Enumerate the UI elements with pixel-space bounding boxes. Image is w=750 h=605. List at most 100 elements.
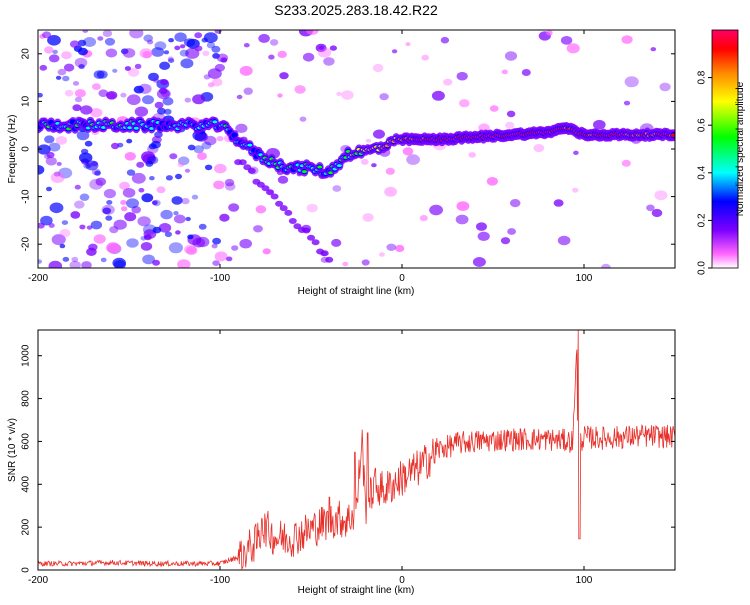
noise-blob <box>153 78 159 83</box>
noise-blob <box>81 261 92 268</box>
noise-blob <box>459 99 470 108</box>
colorbar-tick-label: 0.8 <box>697 70 708 84</box>
noise-blob <box>61 51 72 60</box>
noise-blob <box>64 89 74 97</box>
noise-blob <box>219 213 230 222</box>
noise-blob <box>86 225 93 230</box>
noise-blob <box>59 229 71 238</box>
noise-blob <box>174 45 181 51</box>
noise-blob <box>235 123 248 133</box>
noise-blob <box>277 93 283 98</box>
ridge-core <box>247 143 253 147</box>
noise-blob <box>184 97 191 103</box>
noise-blob <box>593 119 606 130</box>
noise-blob <box>187 144 196 151</box>
noise-blob <box>122 188 136 198</box>
noise-blob <box>159 87 168 95</box>
noise-blob <box>323 57 335 66</box>
colorbar-tick-label: 0.4 <box>697 165 708 179</box>
noise-blob <box>38 92 43 98</box>
noise-blob <box>47 35 61 46</box>
noise-blob <box>134 106 149 117</box>
noise-blob <box>102 207 112 215</box>
secondary-trace-blob <box>325 256 334 263</box>
noise-blob <box>197 152 207 161</box>
noise-blob <box>129 30 144 39</box>
noise-blob <box>211 45 221 53</box>
noise-blob <box>142 95 154 105</box>
noise-blob <box>379 93 389 101</box>
colorbar-label: Normalized spectral amplitude <box>735 81 746 216</box>
spectrogram-ytick-label: 20 <box>21 48 32 60</box>
noise-blob <box>560 36 573 45</box>
noise-blob <box>167 56 174 62</box>
noise-blob <box>74 57 88 68</box>
noise-blob <box>456 71 468 81</box>
noise-blob <box>151 200 158 205</box>
noise-blob <box>100 257 107 263</box>
noise-blob <box>98 89 109 97</box>
noise-blob <box>505 121 515 129</box>
snr-xtick-label: 0 <box>399 575 405 586</box>
noise-blob <box>51 234 66 246</box>
noise-blob <box>74 200 85 209</box>
noise-blob <box>149 176 155 181</box>
noise-blob <box>46 151 55 159</box>
noise-blob <box>258 33 270 43</box>
noise-blob <box>601 263 611 268</box>
noise-blob <box>216 136 224 142</box>
noise-blob <box>59 243 66 249</box>
noise-blob <box>183 38 196 47</box>
noise-blob <box>92 83 101 90</box>
noise-blob <box>175 230 181 235</box>
noise-blob <box>198 223 207 230</box>
noise-blob <box>202 50 210 56</box>
noise-blob <box>142 254 156 265</box>
snr-ytick-label: 400 <box>21 476 32 493</box>
noise-blob <box>139 48 153 59</box>
noise-blob <box>83 162 91 169</box>
noise-blob <box>224 182 236 191</box>
colorbar-tick-label: 0.0 <box>697 261 708 275</box>
noise-blob <box>646 204 655 212</box>
noise-blob <box>93 70 105 79</box>
noise-blob <box>243 43 250 48</box>
noise-blob <box>106 242 121 254</box>
noise-blob <box>48 260 63 268</box>
noise-blob <box>192 94 206 105</box>
secondary-trace-blob <box>288 218 297 224</box>
noise-blob <box>83 37 97 47</box>
spectrogram-xlabel: Height of straight line (km) <box>298 286 415 297</box>
colorbar-tick-label: 0.2 <box>697 213 708 227</box>
noise-blob <box>180 58 194 69</box>
noise-blob <box>253 225 263 233</box>
noise-blob <box>119 181 130 190</box>
noise-blob <box>386 243 397 251</box>
noise-blob <box>214 63 225 72</box>
noise-blob <box>185 246 198 255</box>
noise-blob <box>152 259 161 266</box>
noise-blob <box>329 45 337 51</box>
noise-blob <box>213 180 225 190</box>
noise-blob <box>151 140 161 149</box>
noise-blob <box>443 78 453 86</box>
noise-blob <box>55 75 62 80</box>
secondary-trace-blob <box>261 185 270 192</box>
noise-blob <box>195 45 203 52</box>
noise-blob <box>623 100 631 106</box>
noise-blob <box>255 205 267 214</box>
noise-blob <box>152 226 162 234</box>
noise-blob <box>372 63 384 73</box>
secondary-trace-blob <box>279 205 288 212</box>
noise-blob <box>504 51 518 61</box>
noise-blob <box>216 53 228 63</box>
noise-blob <box>124 212 137 222</box>
secondary-trace-blob <box>247 167 256 174</box>
noise-blob <box>141 193 154 203</box>
noise-blob <box>168 58 175 63</box>
noise-blob <box>204 164 213 171</box>
noise-blob <box>173 214 186 224</box>
noise-blob <box>405 42 411 47</box>
